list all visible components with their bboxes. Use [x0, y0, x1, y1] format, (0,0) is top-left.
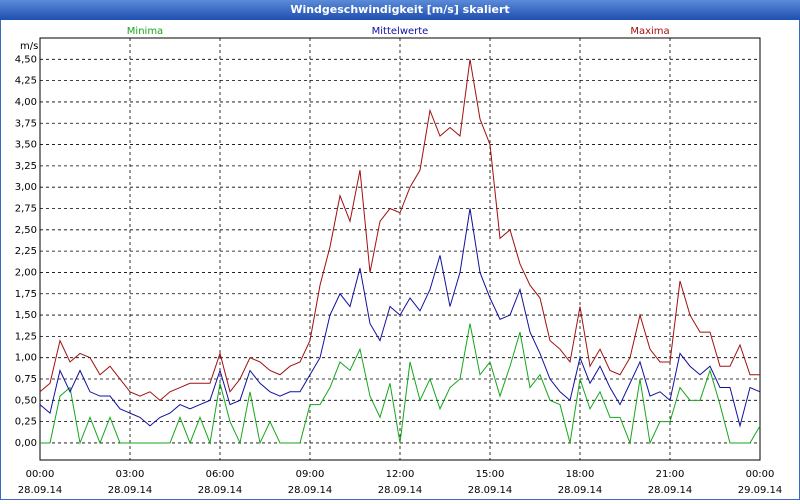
x-tick-date: 29.09.14 — [738, 485, 783, 496]
x-tick-date: 28.09.14 — [108, 485, 153, 496]
y-tick-label: 1,75 — [15, 289, 37, 300]
x-tick-date: 28.09.14 — [468, 485, 513, 496]
x-tick-date: 28.09.14 — [648, 485, 693, 496]
y-tick-label: 4,50 — [15, 54, 37, 65]
chart-title: Windgeschwindigkeit [m/s] skaliert — [290, 3, 509, 16]
legend-entry: Mittelwerte — [372, 26, 429, 37]
y-tick-label: 1,50 — [15, 310, 37, 321]
y-tick-label: 1,00 — [15, 353, 37, 364]
y-tick-label: 0,75 — [15, 374, 37, 385]
x-tick-label: 03:00 — [116, 469, 145, 480]
y-axis-label: m/s — [20, 41, 38, 52]
x-tick-label: 06:00 — [206, 469, 235, 480]
x-tick-date: 28.09.14 — [288, 485, 333, 496]
line-series — [40, 323, 761, 445]
x-tick-date: 28.09.14 — [198, 485, 243, 496]
y-tick-label: 0,50 — [15, 395, 37, 406]
y-tick-label: 3,50 — [15, 140, 37, 151]
y-tick-label: 3,00 — [15, 182, 37, 193]
x-tick-label: 21:00 — [656, 469, 685, 480]
y-tick-label: 4,25 — [15, 76, 37, 87]
legend-entry: Maxima — [630, 26, 669, 37]
x-tick-label: 09:00 — [296, 469, 325, 480]
y-tick-label: 0,00 — [15, 438, 37, 449]
x-tick-label: 00:00 — [26, 469, 55, 480]
y-tick-label: 3,75 — [15, 118, 37, 129]
line-series — [39, 208, 761, 428]
y-tick-label: 2,50 — [15, 225, 37, 236]
x-tick-date: 28.09.14 — [378, 485, 423, 496]
y-tick-label: 4,00 — [15, 97, 37, 108]
y-tick-label: 2,00 — [15, 267, 37, 278]
x-tick-date: 28.09.14 — [18, 485, 63, 496]
y-tick-label: 0,25 — [15, 417, 37, 428]
y-tick-label: 2,25 — [15, 246, 37, 257]
x-tick-label: 15:00 — [476, 469, 505, 480]
x-tick-label: 00:00 — [746, 469, 775, 480]
line-series — [39, 59, 760, 401]
x-tick-label: 12:00 — [386, 469, 415, 480]
y-tick-label: 1,25 — [15, 331, 37, 342]
title-bar — [0, 0, 800, 20]
legend-entry: Minima — [127, 26, 163, 37]
x-tick-label: 18:00 — [566, 469, 595, 480]
y-tick-label: 2,75 — [15, 204, 37, 215]
x-tick-date: 28.09.14 — [558, 485, 603, 496]
y-tick-label: 3,25 — [15, 161, 37, 172]
